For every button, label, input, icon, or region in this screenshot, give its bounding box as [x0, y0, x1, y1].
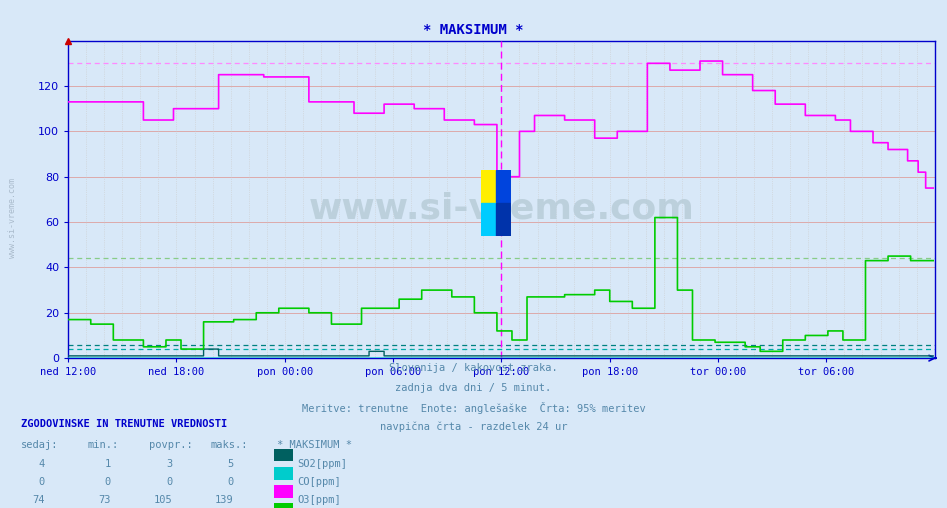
Text: 139: 139 [215, 495, 234, 505]
Text: 73: 73 [98, 495, 111, 505]
Text: min.:: min.: [87, 440, 118, 451]
Text: 0: 0 [104, 477, 111, 487]
Text: 5: 5 [227, 459, 234, 469]
Text: 0: 0 [166, 477, 172, 487]
Text: SO2[ppm]: SO2[ppm] [297, 459, 348, 469]
Text: navpična črta - razdelek 24 ur: navpična črta - razdelek 24 ur [380, 421, 567, 432]
Text: zadnja dva dni / 5 minut.: zadnja dva dni / 5 minut. [396, 383, 551, 393]
Text: www.si-vreme.com: www.si-vreme.com [8, 178, 17, 259]
Text: ZGODOVINSKE IN TRENUTNE VREDNOSTI: ZGODOVINSKE IN TRENUTNE VREDNOSTI [21, 419, 227, 429]
Text: www.si-vreme.com: www.si-vreme.com [309, 192, 694, 226]
Text: 74: 74 [32, 495, 45, 505]
Text: povpr.:: povpr.: [149, 440, 192, 451]
Bar [496, 170, 511, 203]
Text: CO[ppm]: CO[ppm] [297, 477, 341, 487]
Text: sedaj:: sedaj: [21, 440, 59, 451]
Text: maks.:: maks.: [210, 440, 248, 451]
Text: 0: 0 [38, 477, 45, 487]
Text: O3[ppm]: O3[ppm] [297, 495, 341, 505]
Text: Meritve: trenutne  Enote: anglešaške  Črta: 95% meritev: Meritve: trenutne Enote: anglešaške Črta… [302, 402, 645, 414]
Bar [496, 203, 511, 236]
Text: 105: 105 [153, 495, 172, 505]
Text: 0: 0 [227, 477, 234, 487]
Text: 4: 4 [38, 459, 45, 469]
Bar [481, 203, 496, 236]
Text: 3: 3 [166, 459, 172, 469]
Bar [481, 170, 496, 203]
Text: Slovenija / kakovost zraka.: Slovenija / kakovost zraka. [389, 363, 558, 373]
Text: * MAKSIMUM *: * MAKSIMUM * [277, 440, 351, 451]
Text: 1: 1 [104, 459, 111, 469]
Text: * MAKSIMUM *: * MAKSIMUM * [423, 23, 524, 37]
